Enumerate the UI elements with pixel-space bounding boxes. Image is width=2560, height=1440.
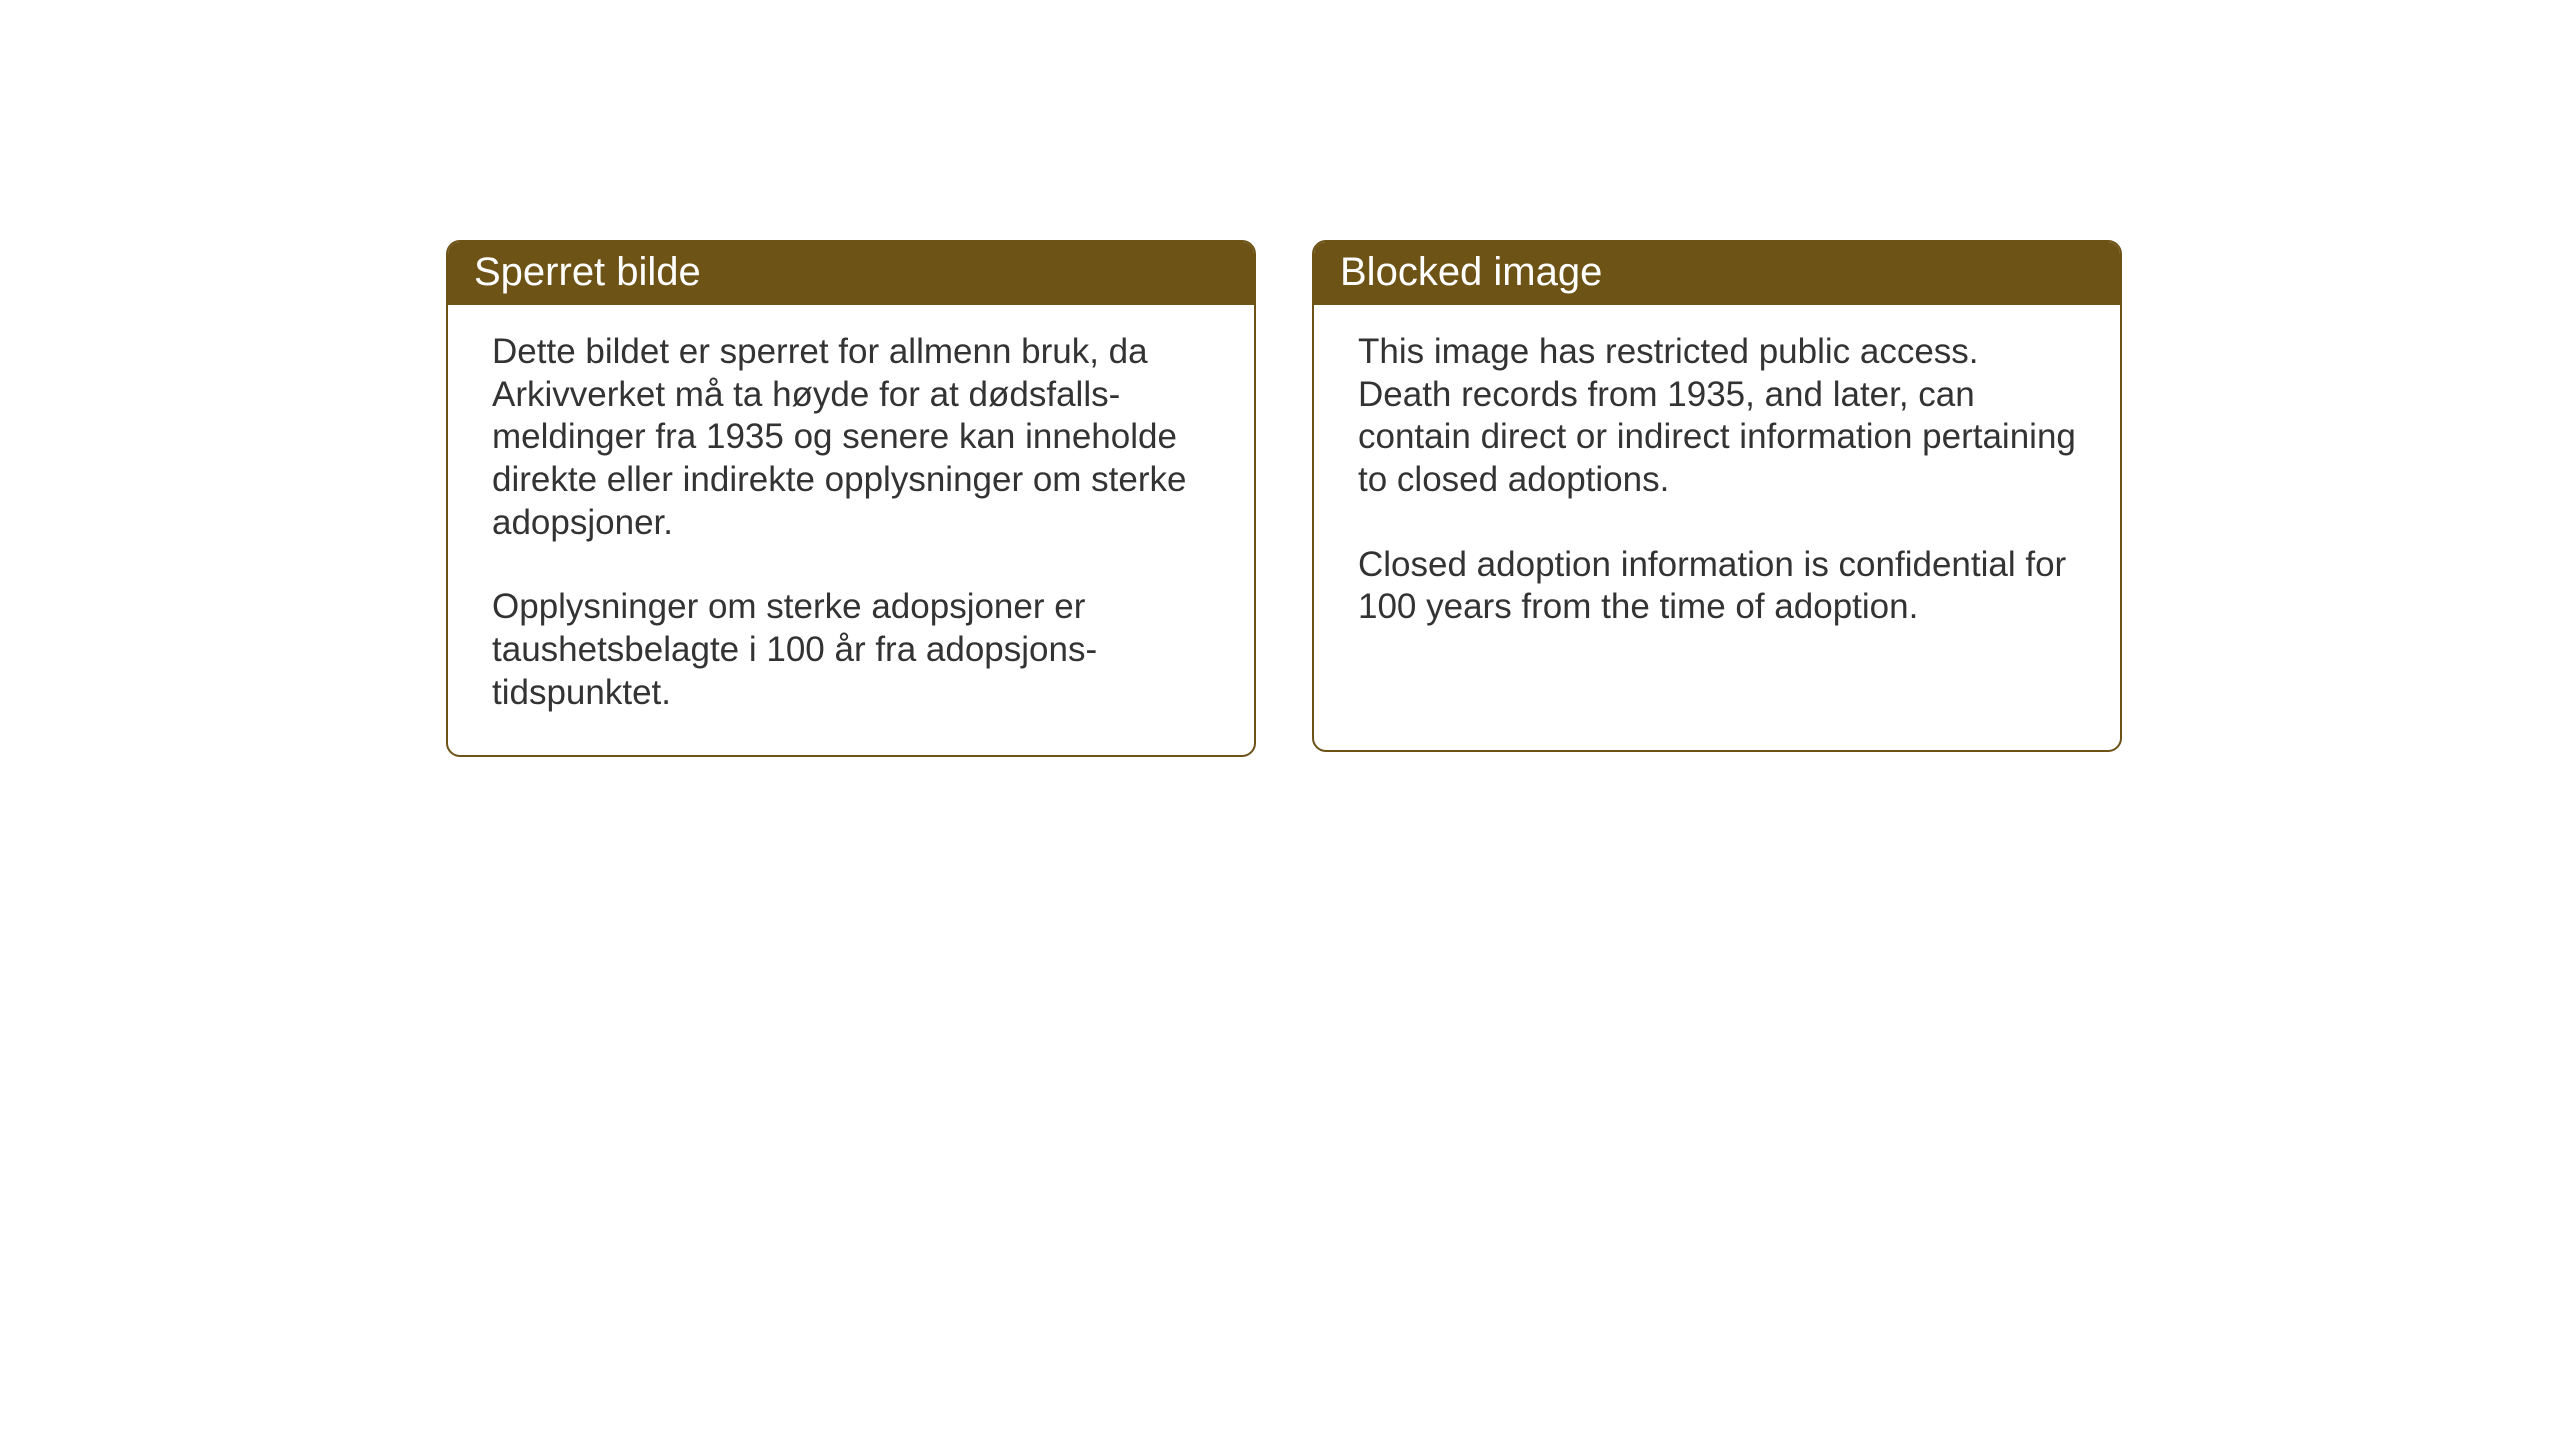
norwegian-notice-card: Sperret bilde Dette bildet er sperret fo… <box>446 240 1256 757</box>
english-notice-card: Blocked image This image has restricted … <box>1312 240 2122 752</box>
norwegian-card-title: Sperret bilde <box>448 242 1254 305</box>
norwegian-card-body: Dette bildet er sperret for allmenn bruk… <box>448 305 1254 755</box>
english-card-title: Blocked image <box>1314 242 2120 305</box>
notice-cards-container: Sperret bilde Dette bildet er sperret fo… <box>446 240 2122 757</box>
english-paragraph-1: This image has restricted public access.… <box>1358 331 2076 502</box>
norwegian-paragraph-1: Dette bildet er sperret for allmenn bruk… <box>492 331 1210 544</box>
english-card-body: This image has restricted public access.… <box>1314 305 2120 669</box>
english-paragraph-2: Closed adoption information is confident… <box>1358 544 2076 629</box>
norwegian-paragraph-2: Opplysninger om sterke adopsjoner er tau… <box>492 586 1210 714</box>
